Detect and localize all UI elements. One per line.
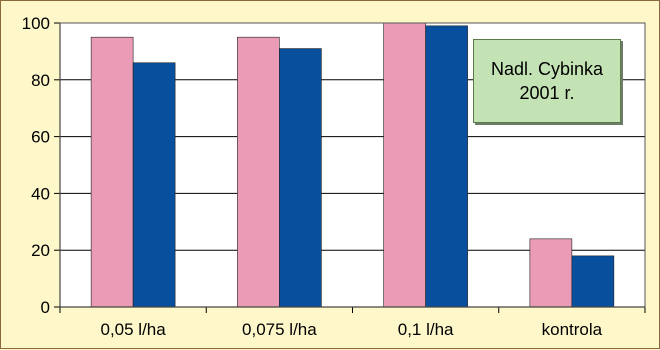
bar-series2-1 [279, 48, 322, 308]
annotation-box: Nadl. Cybinka 2001 r. [473, 39, 621, 123]
bar-series1-1 [237, 36, 280, 308]
y-tick-label-100: 100 [22, 14, 50, 33]
bar-series1-0 [90, 36, 134, 308]
y-tick-label-40: 40 [31, 184, 50, 203]
plot-border [59, 22, 646, 308]
bar-series1-3 [529, 238, 573, 308]
x-tick-label-0: 0,05 l/ha [101, 320, 167, 339]
y-tick-label-0: 0 [41, 298, 50, 317]
annotation-line-1: Nadl. Cybinka [490, 59, 604, 79]
bar-series1-2 [383, 22, 426, 308]
bar-series2-2 [425, 25, 468, 308]
y-tick-label-80: 80 [31, 71, 50, 90]
bar-series2-3 [571, 255, 615, 308]
x-tick-label-3: kontrola [542, 320, 603, 339]
bar-series2-0 [132, 62, 176, 308]
y-tick-label-60: 60 [31, 128, 50, 147]
x-tick-label-1: 0,075 l/ha [242, 320, 317, 339]
annotation-line-2: 2001 r. [519, 83, 575, 103]
y-tick-label-20: 20 [31, 241, 50, 260]
x-tick-label-2: 0,1 l/ha [398, 320, 454, 339]
